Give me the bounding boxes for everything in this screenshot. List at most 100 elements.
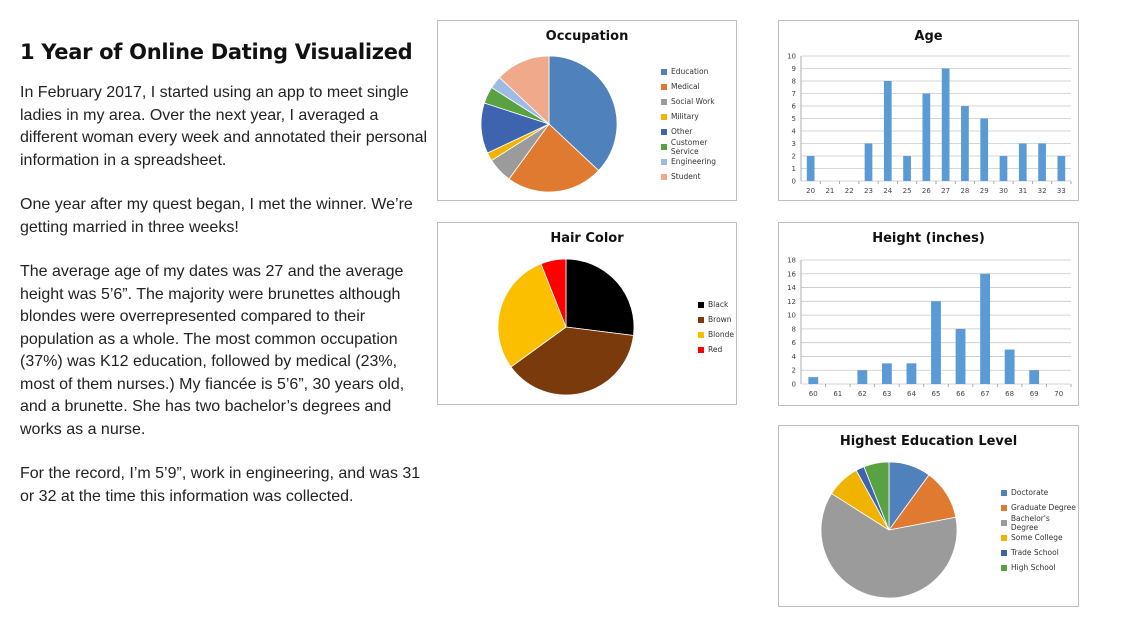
legend-item: Student: [661, 169, 736, 184]
legend-item: Some College: [1001, 530, 1078, 545]
legend-label: Doctorate: [1011, 488, 1049, 497]
bar-29: [980, 118, 989, 181]
svg-text:2: 2: [792, 367, 796, 375]
page-title: 1 Year of Online Dating Visualized: [20, 40, 413, 64]
legend-swatch: [661, 68, 667, 75]
legend-swatch: [698, 346, 704, 353]
legend-swatch: [661, 113, 667, 120]
svg-text:60: 60: [809, 390, 818, 398]
svg-text:27: 27: [941, 187, 950, 195]
svg-text:10: 10: [787, 53, 796, 61]
bar-28: [961, 106, 969, 181]
chart-title: Height (inches): [872, 231, 985, 246]
legend-label: Brown: [708, 315, 732, 324]
education-chart: Highest Education Level Doctorate Graduat…: [778, 425, 1079, 607]
legend-label: Customer Service: [670, 137, 708, 156]
legend-item: Education: [661, 64, 736, 79]
svg-text:25: 25: [903, 187, 912, 195]
svg-text:1: 1: [792, 165, 796, 173]
svg-text:30: 30: [999, 187, 1008, 195]
pie-slice-high-school: [863, 461, 890, 531]
legend-item: Trade School: [1001, 545, 1078, 560]
legend-item: Graduate Degree: [1001, 500, 1078, 515]
svg-text:14: 14: [787, 284, 796, 292]
legend-label: High School: [1011, 563, 1056, 572]
svg-text:8: 8: [792, 78, 796, 86]
legend-item: Customer Service: [661, 137, 736, 156]
svg-text:26: 26: [922, 187, 931, 195]
chart-title: Occupation: [545, 29, 629, 44]
bar-26: [922, 93, 931, 181]
chart-legend: Education Medical Social Work Military Other…: [661, 64, 736, 184]
legend-swatch: [661, 128, 667, 135]
legend-label: Student: [671, 172, 701, 181]
occupation-chart: Occupation Education Medical Social Work Mi…: [437, 20, 737, 201]
bar-68: [1004, 349, 1015, 384]
pie-slice-brown: [510, 326, 634, 396]
legend-swatch: [661, 173, 667, 180]
svg-text:4: 4: [792, 128, 797, 136]
legend-item: Engineering: [661, 154, 736, 169]
legend-label: Engineering: [671, 157, 716, 166]
svg-text:23: 23: [864, 187, 873, 195]
legend-item: Other: [661, 124, 736, 139]
pie-slice-bachelor-s-degree: [820, 493, 958, 599]
legend-item: Medical: [661, 79, 736, 94]
pie-slice-medical: [508, 123, 600, 193]
intro-text: 1 Year of Online Dating Visualized In Fe…: [20, 40, 435, 530]
bar-30: [999, 156, 1008, 181]
bar-67: [980, 273, 990, 384]
chart-title: Hair Color: [550, 231, 624, 246]
legend-label: Education: [671, 67, 709, 76]
bar-65: [931, 301, 941, 384]
svg-text:69: 69: [1030, 390, 1039, 398]
svg-text:21: 21: [825, 187, 834, 195]
svg-text:62: 62: [858, 390, 867, 398]
bar-25: [903, 156, 911, 181]
svg-text:0: 0: [792, 381, 796, 389]
legend-swatch: [1001, 519, 1007, 526]
bar-63: [882, 363, 892, 384]
bar-60: [808, 377, 819, 384]
bar-33: [1057, 156, 1066, 181]
legend-swatch: [1001, 534, 1007, 541]
svg-text:31: 31: [1018, 187, 1027, 195]
svg-text:28: 28: [960, 187, 969, 195]
legend-label: Graduate Degree: [1011, 503, 1076, 512]
age-chart: Age 0 1 2 3 4 5 6 7 8 9 10 20 21 22 23 24 25 26 27 28 29 30 31…: [778, 20, 1079, 201]
chart-legend: Doctorate Graduate Degree Bachelor's Degre…: [1001, 485, 1078, 575]
pie-slice-black: [565, 258, 635, 336]
bar-32: [1038, 143, 1046, 181]
height-chart: Height (inches) 0 2 4 6 8 10 12 14 16 18 60 61 62 63 6…: [778, 222, 1079, 406]
svg-text:18: 18: [787, 257, 796, 265]
svg-text:61: 61: [833, 390, 842, 398]
legend-swatch: [698, 301, 704, 308]
legend-item: Blonde: [698, 327, 734, 342]
svg-text:65: 65: [932, 390, 941, 398]
pie-plot: [497, 258, 635, 396]
svg-text:9: 9: [792, 65, 796, 73]
bar-27: [941, 68, 950, 181]
svg-text:22: 22: [845, 187, 854, 195]
svg-text:33: 33: [1057, 187, 1066, 195]
legend-swatch: [661, 158, 667, 165]
legend-swatch: [661, 143, 667, 150]
pie-slice-student: [498, 55, 550, 125]
legend-swatch: [1001, 564, 1007, 571]
legend-swatch: [1001, 549, 1007, 556]
svg-text:7: 7: [792, 90, 796, 98]
legend-label: Social Work: [671, 97, 715, 106]
svg-text:6: 6: [792, 339, 797, 347]
bar-64: [906, 363, 917, 384]
legend-item: Black: [698, 297, 734, 312]
legend-label: Blonde: [708, 330, 734, 339]
legend-label: Black: [708, 300, 729, 309]
svg-text:4: 4: [792, 353, 797, 361]
legend-item: Brown: [698, 312, 734, 327]
intro-paragraph-1: In February 2017, I started using an app…: [20, 84, 428, 169]
legend-swatch: [1001, 489, 1007, 496]
legend-label: Red: [708, 345, 723, 354]
intro-paragraph-2: One year after my quest began, I met the…: [20, 196, 413, 236]
bar-31: [1018, 143, 1027, 181]
